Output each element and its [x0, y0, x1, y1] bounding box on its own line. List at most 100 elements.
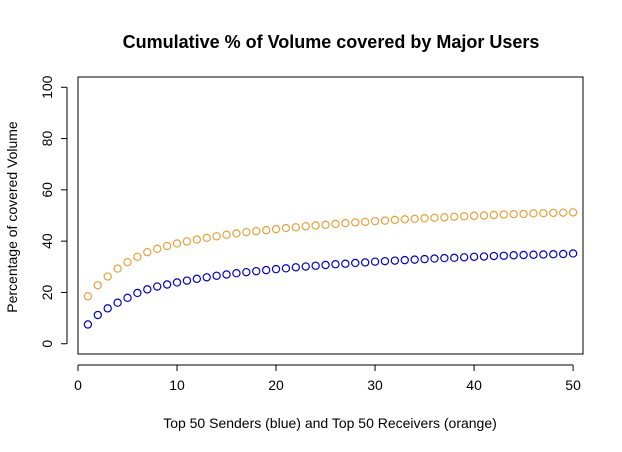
data-point — [153, 282, 162, 291]
data-point — [331, 260, 340, 269]
data-point — [172, 278, 182, 287]
data-point — [509, 210, 518, 219]
data-point — [440, 213, 449, 222]
data-point — [410, 214, 419, 224]
data-point — [133, 288, 142, 298]
data-point — [291, 223, 301, 232]
data-point — [321, 220, 330, 229]
data-point — [242, 267, 251, 277]
data-point — [430, 254, 439, 263]
y-tick-label: 0 — [39, 340, 55, 348]
data-point — [479, 211, 489, 220]
data-point — [252, 226, 261, 236]
data-point — [489, 251, 499, 261]
data-point — [113, 298, 122, 307]
data-point — [360, 217, 370, 227]
data-point — [271, 264, 281, 274]
data-point — [499, 251, 508, 260]
data-point — [301, 262, 310, 271]
data-point — [509, 251, 518, 260]
data-point — [93, 281, 103, 290]
data-point — [450, 253, 459, 263]
data-point — [321, 260, 330, 270]
data-point — [261, 225, 271, 235]
data-point — [459, 253, 469, 262]
data-point — [212, 232, 221, 241]
plot-frame — [77, 76, 584, 355]
data-point — [83, 292, 93, 301]
data-point — [271, 224, 281, 234]
data-point — [261, 265, 271, 275]
x-axis-label: Top 50 Senders (blue) and Top 50 Receive… — [163, 415, 497, 431]
data-point — [529, 209, 538, 218]
data-point — [469, 211, 479, 220]
data-point — [519, 250, 528, 260]
data-point — [291, 263, 301, 272]
data-point — [450, 212, 459, 221]
data-point — [212, 271, 221, 280]
data-point — [162, 241, 172, 251]
data-point — [558, 249, 568, 259]
data-point — [162, 280, 172, 289]
chart-title: Cumulative % of Volume covered by Major … — [123, 32, 540, 52]
data-point — [459, 212, 469, 221]
x-tick-label: 0 — [74, 377, 82, 393]
data-point — [341, 259, 350, 268]
data-point — [192, 235, 202, 244]
data-point — [192, 274, 202, 284]
data-point — [568, 249, 578, 258]
x-axis: 0 10 20 30 40 50 — [74, 364, 581, 393]
data-point — [93, 310, 103, 320]
data-point — [133, 252, 142, 261]
data-point — [143, 285, 152, 294]
data-point — [489, 210, 499, 220]
data-point — [153, 244, 162, 254]
data-point — [202, 273, 211, 282]
x-tick-label: 30 — [367, 377, 383, 393]
x-tick-label: 10 — [169, 377, 185, 393]
data-point — [568, 208, 578, 217]
data-point — [103, 304, 112, 313]
x-tick-label: 40 — [466, 377, 482, 393]
data-point — [558, 208, 568, 217]
series-1 — [83, 249, 578, 329]
x-tick-label: 20 — [268, 377, 284, 393]
data-point — [281, 223, 291, 233]
data-point — [390, 256, 400, 265]
data-point — [479, 252, 489, 261]
data-point — [519, 209, 528, 219]
data-point — [232, 229, 241, 238]
data-points — [83, 208, 578, 329]
data-point — [113, 264, 122, 273]
data-point — [83, 320, 93, 329]
data-point — [252, 266, 261, 276]
data-point — [380, 216, 390, 225]
data-point — [311, 221, 320, 230]
data-point — [331, 219, 340, 229]
data-point — [499, 210, 508, 219]
data-point — [370, 216, 380, 226]
y-tick-label: 100 — [39, 75, 55, 99]
data-point — [390, 215, 400, 225]
y-axis: 0 20 40 60 80 100 — [39, 75, 68, 348]
data-point — [172, 239, 182, 248]
y-axis-label: Percentage of covered Volume — [4, 121, 20, 313]
data-point — [182, 237, 192, 246]
data-point — [222, 270, 231, 279]
data-point — [469, 252, 479, 261]
data-point — [549, 250, 558, 259]
data-point — [370, 257, 380, 266]
data-point — [103, 272, 112, 281]
data-point — [123, 257, 132, 267]
data-point — [351, 258, 360, 268]
data-point — [430, 213, 439, 223]
data-point — [549, 208, 558, 218]
data-point — [410, 255, 419, 264]
data-point — [400, 215, 409, 224]
data-point — [182, 276, 192, 285]
data-point — [222, 230, 231, 239]
data-point — [400, 255, 409, 265]
data-point — [539, 208, 548, 218]
data-point — [242, 227, 251, 237]
